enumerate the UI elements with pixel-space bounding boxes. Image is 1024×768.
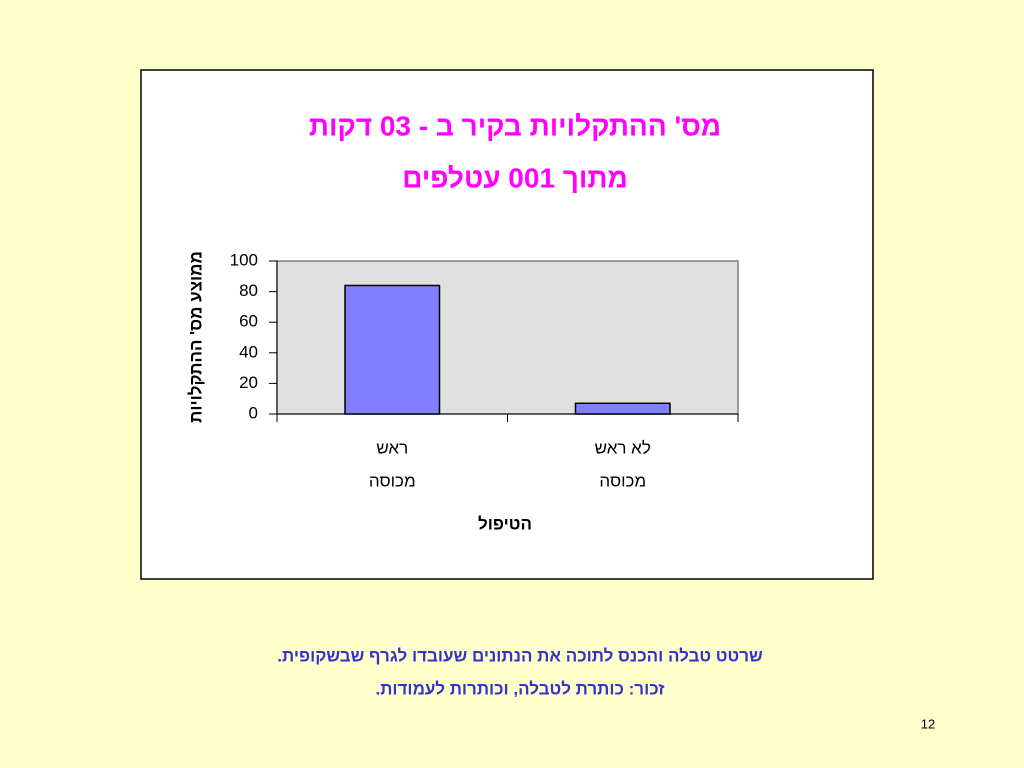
x-tick-label: מכוסה — [599, 471, 646, 490]
note: שרטט טבלה והכנס לתוכה את הנתונים שעובדו … — [277, 646, 763, 665]
chart-title: מתוך 001 עטלפים — [402, 162, 628, 193]
y-tick-label: 80 — [239, 281, 258, 300]
y-tick-label: 20 — [239, 373, 258, 392]
y-axis-label: ממוצע מס' ההתקלויות — [186, 251, 205, 423]
page-number: 12 — [921, 716, 935, 731]
bar — [574, 402, 671, 415]
x-tick-label: מכוסה — [369, 471, 416, 490]
chart-title: מס' ההתקלויות בקיר ב - 03 דקות — [309, 110, 721, 141]
y-tick-label: 0 — [249, 403, 258, 422]
x-tick-label: ראש — [376, 438, 408, 457]
y-tick-label: 100 — [230, 250, 258, 269]
y-tick-label: 40 — [239, 342, 258, 361]
x-axis-label: הטיפול — [478, 514, 532, 533]
y-tick-label: 60 — [239, 312, 258, 331]
x-tick-label: לא ראש — [595, 438, 651, 457]
bar — [344, 284, 441, 415]
note: זכור: כותרת לטבלה, וכותרות לעמודות. — [375, 679, 664, 698]
